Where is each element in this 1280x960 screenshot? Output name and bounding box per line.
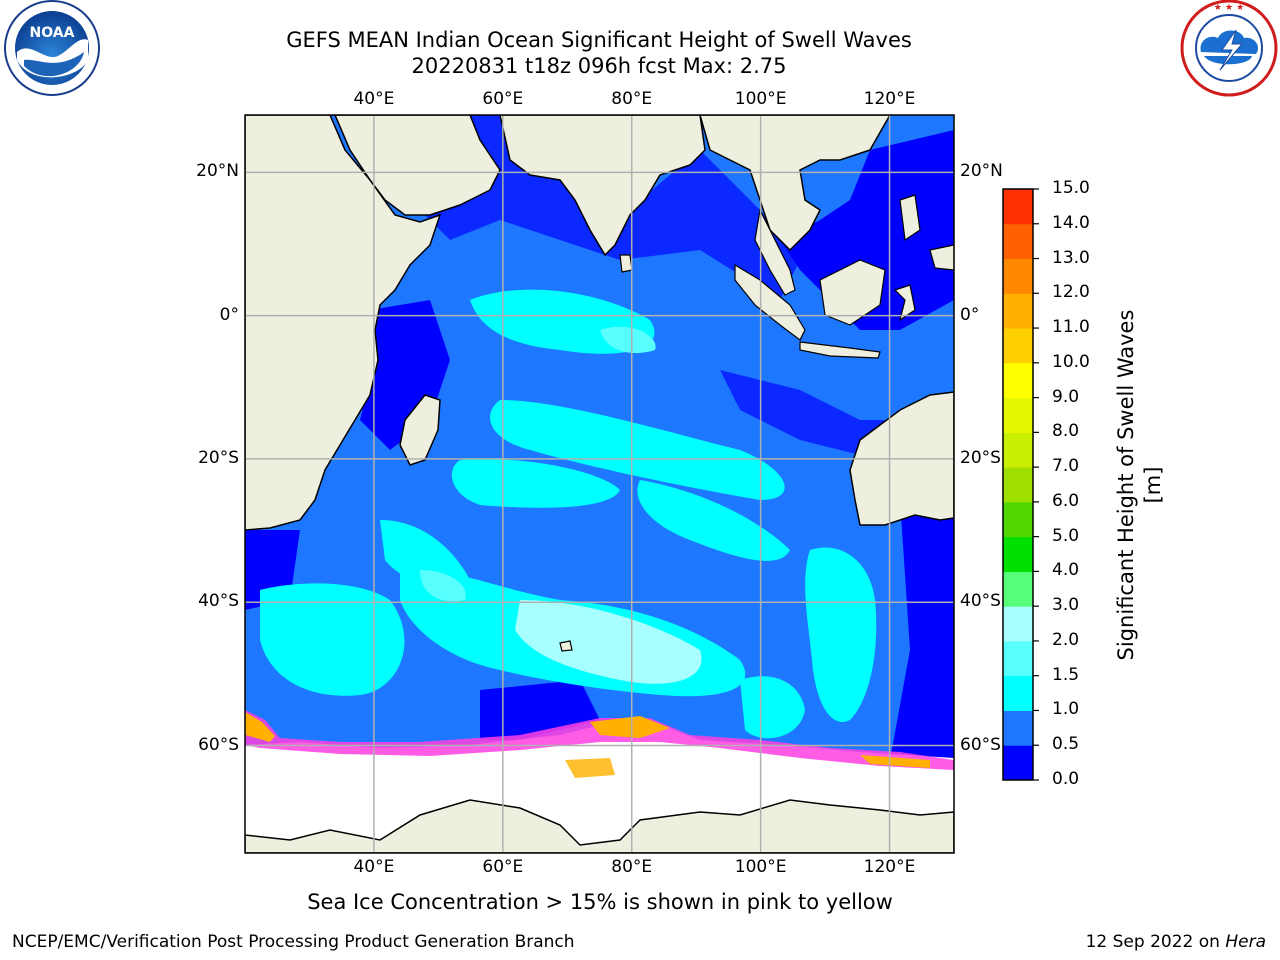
lat-tick-right: 20°S xyxy=(960,447,1001,468)
graticule xyxy=(245,115,954,853)
footer-date-text: 12 Sep 2022 on xyxy=(1085,932,1226,952)
lat-tick-left: 0° xyxy=(219,304,239,325)
colorbar-segment xyxy=(1003,675,1033,711)
colorbar-segment xyxy=(1003,640,1033,677)
colorbar-segment xyxy=(1003,362,1033,399)
noaa-logo: NOAA xyxy=(4,0,100,96)
colorbar-title: Significant Height of Swell Waves [m] xyxy=(1114,309,1165,661)
map-frame xyxy=(244,114,955,854)
lat-tick-left: 60°S xyxy=(198,734,239,755)
noaa-logo-text: NOAA xyxy=(30,25,75,41)
colorbar-frame xyxy=(1002,188,1034,781)
india-land xyxy=(499,115,706,257)
lat-tick-right: 40°S xyxy=(960,591,1001,612)
lat-tick-right: 60°S xyxy=(960,734,1001,755)
colorbar-segment xyxy=(1003,501,1033,538)
colorbar-segment xyxy=(1003,571,1033,607)
colorbar-segment xyxy=(1003,223,1033,260)
lon-tick-bottom: 100°E xyxy=(734,857,787,877)
nws-logo: ★ ★ ★ xyxy=(1180,0,1278,97)
lon-tick-top: 100°E xyxy=(734,89,787,109)
arabia-land xyxy=(334,115,501,216)
footer-credit: NCEP/EMC/Verification Post Processing Pr… xyxy=(12,932,575,952)
colorbar-tick-label: 10.0 xyxy=(1052,351,1090,372)
colorbar-tick-label: 8.0 xyxy=(1052,421,1080,442)
colorbar-tick-label: 5.0 xyxy=(1052,525,1080,546)
colorbar-segment xyxy=(1003,328,1033,364)
footer-date: 12 Sep 2022 on Hera xyxy=(1086,932,1266,952)
colorbar-tick-label: 12.0 xyxy=(1052,282,1090,303)
colorbar-segment xyxy=(1003,189,1033,225)
svg-text:★ ★ ★: ★ ★ ★ xyxy=(1214,3,1244,13)
lon-tick-bottom: 80°E xyxy=(611,857,653,877)
se-asia-land xyxy=(699,115,891,252)
lon-tick-bottom: 60°E xyxy=(482,857,524,877)
lat-tick-left: 20°N xyxy=(196,161,239,182)
colorbar-segment xyxy=(1003,432,1033,468)
map-subtitle: 20220831 t18z 096h fcst Max: 2.75 xyxy=(411,54,787,78)
lon-tick-top: 80°E xyxy=(611,89,653,109)
colorbar-tick-label: 11.0 xyxy=(1052,317,1090,338)
lon-tick-top: 40°E xyxy=(353,89,395,109)
colorbar-tick-label: 15.0 xyxy=(1052,178,1090,198)
colorbar-segment xyxy=(1003,467,1033,503)
colorbar-segment xyxy=(1003,293,1033,329)
colorbar-tick-label: 14.0 xyxy=(1052,212,1090,233)
colorbar-segment xyxy=(1003,397,1033,433)
lon-tick-bottom: 120°E xyxy=(863,857,916,877)
colorbar-segment xyxy=(1003,258,1033,294)
colorbar-tick-label: 6.0 xyxy=(1052,490,1080,511)
lat-tick-left: 20°S xyxy=(198,447,239,468)
colorbar-tick-label: 1.5 xyxy=(1052,664,1080,685)
map-title: GEFS MEAN Indian Ocean Significant Heigh… xyxy=(286,28,912,52)
colorbar-segment xyxy=(1003,536,1033,572)
lon-tick-bottom: 40°E xyxy=(353,857,395,877)
sea-ice-note: Sea Ice Concentration > 15% is shown in … xyxy=(307,890,893,914)
colorbar xyxy=(1002,188,1039,781)
colorbar-tick-label: 2.0 xyxy=(1052,629,1080,650)
lat-tick-left: 40°S xyxy=(198,591,239,612)
colorbar-tick-label: 13.0 xyxy=(1052,247,1090,268)
lon-tick-top: 120°E xyxy=(863,89,916,109)
footer-host: Hera xyxy=(1225,932,1266,952)
colorbar-tick-label: 9.0 xyxy=(1052,386,1080,407)
colorbar-tick-label: 4.0 xyxy=(1052,560,1080,581)
lat-tick-right: 20°N xyxy=(960,161,1003,182)
colorbar-tick-label: 7.0 xyxy=(1052,456,1080,477)
colorbar-tick-label: 0.5 xyxy=(1052,734,1080,755)
colorbar-segment xyxy=(1003,710,1033,746)
colorbar-segment xyxy=(1003,745,1033,781)
colorbar-tick-label: 3.0 xyxy=(1052,595,1080,616)
colorbar-tick-label: 1.0 xyxy=(1052,699,1080,720)
colorbar-segment xyxy=(1003,606,1033,642)
madagascar-land xyxy=(399,394,441,466)
colorbar-tick-label: 0.0 xyxy=(1052,769,1080,789)
lon-tick-top: 60°E xyxy=(482,89,524,109)
lat-tick-right: 0° xyxy=(960,304,980,325)
